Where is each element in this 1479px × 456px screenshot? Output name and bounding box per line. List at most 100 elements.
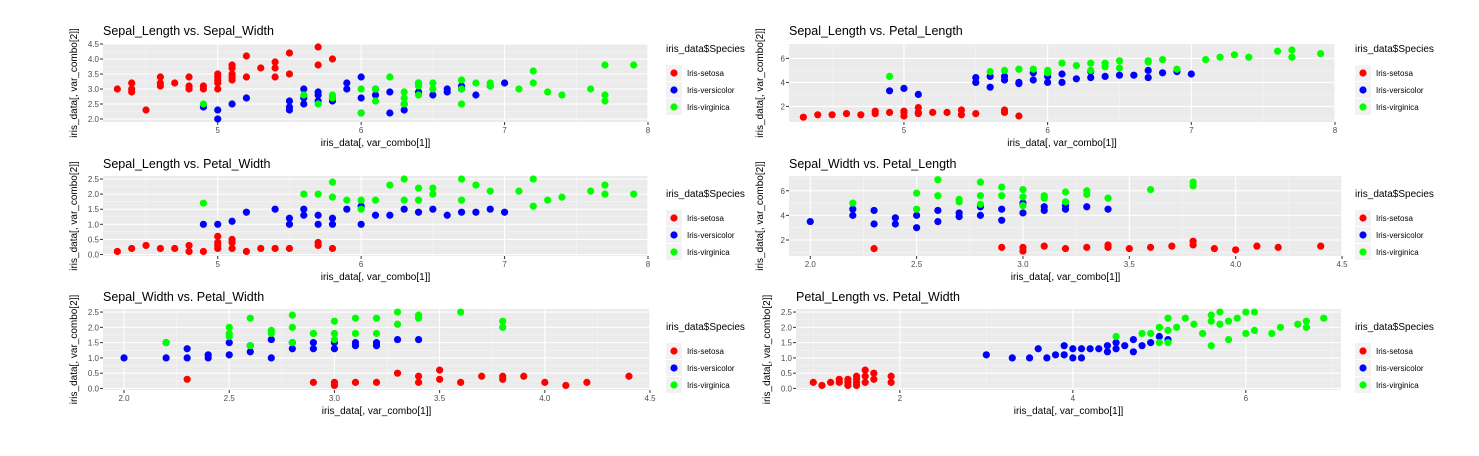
data-point xyxy=(351,329,360,338)
series-setosa xyxy=(183,366,633,390)
data-point xyxy=(300,85,308,93)
legend-title: iris_data$Species xyxy=(1355,189,1434,200)
data-point xyxy=(1051,351,1060,359)
data-point xyxy=(1058,59,1066,67)
data-point xyxy=(986,68,994,76)
legend-label-versicolor: Iris-versicolor xyxy=(687,86,735,95)
panel-4: 2.0 2.5 3.0 3.5 4.0 4.5 2 4 6 Sepal_Width vs. Pe… xyxy=(755,157,1434,283)
data-point xyxy=(1190,320,1198,328)
data-point xyxy=(128,79,136,87)
data-point xyxy=(1112,332,1120,341)
data-point xyxy=(558,91,566,99)
data-point xyxy=(529,175,537,183)
data-point xyxy=(199,100,207,108)
data-point xyxy=(1125,245,1133,253)
data-point xyxy=(861,378,869,386)
data-point xyxy=(1189,237,1197,245)
data-point xyxy=(1025,354,1034,362)
data-point xyxy=(809,378,817,386)
data-point xyxy=(1144,57,1152,65)
data-point xyxy=(472,208,480,216)
data-point xyxy=(625,372,633,380)
data-point xyxy=(414,378,423,386)
panel-5: 2.0 2.5 3.0 3.5 4.0 4.5 0.0 0.5 1.0 1.5 2.0 2.5 Sep… xyxy=(69,290,745,417)
data-point xyxy=(400,106,408,114)
data-point xyxy=(128,244,136,253)
data-point xyxy=(328,193,337,201)
data-point xyxy=(199,199,207,207)
data-point xyxy=(1072,62,1080,70)
data-point xyxy=(271,73,279,81)
data-point xyxy=(601,91,609,99)
data-point xyxy=(271,64,279,72)
data-point xyxy=(1112,345,1120,353)
legend-label-setosa: Iris-setosa xyxy=(687,214,724,223)
x-tick-label: 4.5 xyxy=(1336,260,1348,269)
data-point xyxy=(1173,323,1181,331)
y-tick-label: 1.0 xyxy=(88,354,100,363)
x-tick-label: 2 xyxy=(898,394,903,403)
x-tick-label: 8 xyxy=(646,126,651,135)
data-point xyxy=(372,314,381,322)
data-point xyxy=(1250,326,1259,334)
data-point xyxy=(934,206,942,215)
data-point xyxy=(887,378,895,386)
data-point xyxy=(393,335,402,344)
y-tick-label: 1.5 xyxy=(88,205,100,214)
data-point xyxy=(228,73,236,81)
data-point xyxy=(185,82,193,90)
data-point xyxy=(1164,326,1172,334)
data-point xyxy=(199,82,207,90)
series-setosa xyxy=(870,237,1325,255)
legend-key-virginica xyxy=(1359,103,1367,111)
data-point xyxy=(1019,243,1027,251)
data-point xyxy=(1253,242,1261,250)
data-point xyxy=(357,85,365,93)
chart-title: Sepal_Width vs. Petal_Width xyxy=(103,290,264,304)
series-virginica xyxy=(849,176,1197,213)
legend-title: iris_data$Species xyxy=(1355,44,1434,55)
data-point xyxy=(1060,351,1068,359)
data-point xyxy=(871,110,879,118)
data-point xyxy=(478,372,486,380)
data-point xyxy=(1216,53,1224,61)
data-point xyxy=(142,106,150,114)
data-point xyxy=(185,247,193,256)
data-point xyxy=(583,378,591,386)
data-point xyxy=(429,91,437,99)
data-point xyxy=(1288,46,1296,54)
data-point xyxy=(544,88,552,96)
panel-background xyxy=(103,44,648,122)
data-point xyxy=(520,372,528,380)
data-point xyxy=(309,339,317,347)
data-point xyxy=(472,181,480,189)
data-point xyxy=(1104,194,1112,202)
y-tick-label: 0.0 xyxy=(781,384,793,393)
data-point xyxy=(371,196,380,204)
data-point xyxy=(271,244,279,253)
data-point xyxy=(414,196,423,204)
y-tick-label: 2 xyxy=(781,236,786,245)
data-point xyxy=(1158,56,1167,64)
data-point xyxy=(1202,56,1210,64)
data-point xyxy=(309,329,317,338)
data-point xyxy=(1242,308,1250,316)
data-point xyxy=(1058,70,1066,78)
y-tick-label: 0.0 xyxy=(88,384,100,393)
data-point xyxy=(242,208,251,216)
data-point xyxy=(183,375,191,383)
legend-key-versicolor xyxy=(670,364,678,372)
data-point xyxy=(1317,242,1325,250)
data-point xyxy=(225,323,233,331)
data-point xyxy=(1138,329,1146,338)
data-point xyxy=(529,202,537,210)
data-point xyxy=(457,76,466,84)
data-point xyxy=(814,111,822,119)
data-point xyxy=(486,187,494,195)
data-point xyxy=(972,110,980,118)
plot-area: 2.0 2.5 3.0 3.5 4.0 4.5 0.0 0.5 1.0 1.5 2.0 2.5 xyxy=(88,308,656,403)
y-tick-label: 0.5 xyxy=(88,235,100,244)
series-versicolor xyxy=(806,199,1112,232)
data-point xyxy=(806,217,814,226)
legend-key-versicolor xyxy=(1359,231,1367,239)
